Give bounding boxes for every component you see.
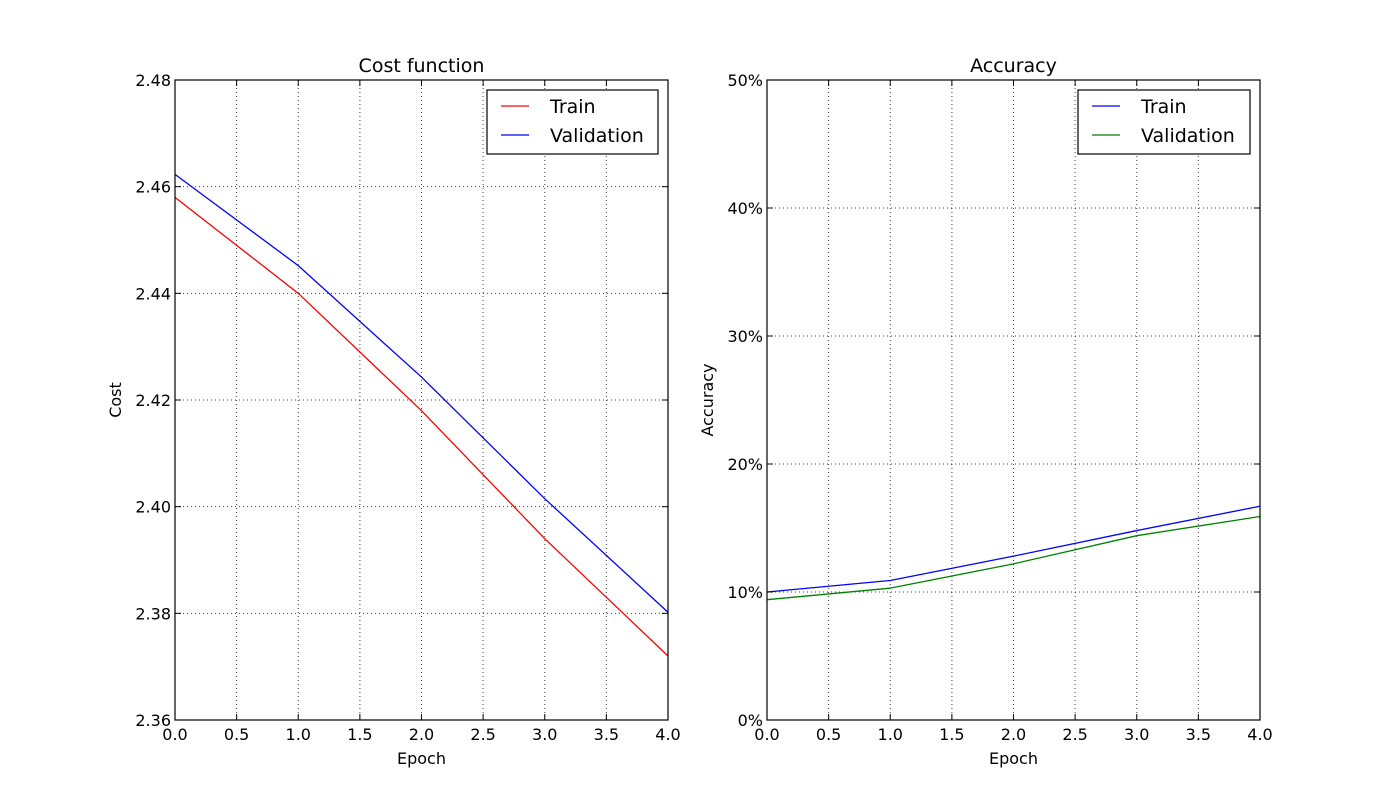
- accuracy-y-axis-label: Accuracy: [698, 363, 717, 436]
- accuracy-series-validation-line: [766, 515, 1261, 601]
- cost-x-tick-label: 2.0: [409, 725, 434, 744]
- accuracy-x-tick-label: 1.5: [939, 725, 964, 744]
- accuracy-x-axis-label: Epoch: [989, 749, 1038, 768]
- accuracy-y-tick-label: 40%: [727, 199, 763, 218]
- cost-y-tick-label: 2.42: [135, 391, 171, 410]
- accuracy-legend-label-validation: Validation: [1141, 125, 1235, 147]
- accuracy-x-tick-label: 1.0: [878, 725, 903, 744]
- cost-y-tick-label: 2.40: [135, 498, 171, 517]
- accuracy-x-tick-label: 3.5: [1186, 725, 1211, 744]
- accuracy-y-tick-label: 30%: [727, 327, 763, 346]
- cost-x-tick-label: 3.5: [594, 725, 619, 744]
- cost-y-tick-label: 2.46: [135, 178, 171, 197]
- cost-legend: Train Validation: [486, 89, 659, 155]
- accuracy-grid: [766, 79, 1261, 721]
- cost-series-validation-line: [174, 173, 669, 613]
- accuracy-y-tick-label: 0%: [738, 711, 763, 730]
- cost-y-tick-label: 2.38: [135, 604, 171, 623]
- cost-x-tick-label: 0.5: [224, 725, 249, 744]
- accuracy-x-tick-label: 2.5: [1062, 725, 1087, 744]
- cost-y-tick-label: 2.48: [135, 71, 171, 90]
- cost-x-tick-label: 4.0: [655, 725, 680, 744]
- cost-series-train-line: [174, 196, 669, 657]
- accuracy-series-train-line: [766, 505, 1261, 593]
- cost-x-tick-label: 2.5: [470, 725, 495, 744]
- cost-y-axis-label: Cost: [106, 382, 125, 418]
- cost-legend-label-train: Train: [549, 96, 596, 118]
- cost-series: [174, 173, 669, 657]
- accuracy-ticks: 0.0 0.5 1.0 1.5 2.0 2.5 3.0 3.5 4.0 0% 10% 20% 30% 40…: [727, 71, 1272, 744]
- cost-function-chart: 0.0 0.5 1.0 1.5 2.0 2.5 3.0 3.5 4.0 2.36 2.38 2.40 2…: [106, 55, 681, 768]
- cost-ticks: 0.0 0.5 1.0 1.5 2.0 2.5 3.0 3.5 4.0 2.36 2.38 2.40 2…: [135, 71, 680, 744]
- accuracy-x-tick-label: 2.0: [1001, 725, 1026, 744]
- accuracy-x-tick-label: 4.0: [1247, 725, 1272, 744]
- cost-x-tick-label: 3.0: [532, 725, 557, 744]
- accuracy-y-tick-label: 20%: [727, 455, 763, 474]
- accuracy-chart-title: Accuracy: [970, 55, 1057, 77]
- cost-grid: [174, 79, 669, 721]
- cost-chart-title: Cost function: [359, 55, 485, 77]
- accuracy-legend: Train Validation: [1077, 89, 1251, 155]
- accuracy-x-tick-label: 0.5: [816, 725, 841, 744]
- cost-y-tick-label: 2.44: [135, 284, 171, 303]
- accuracy-x-tick-label: 3.0: [1124, 725, 1149, 744]
- cost-x-tick-label: 1.5: [347, 725, 372, 744]
- cost-y-tick-label: 2.36: [135, 711, 171, 730]
- accuracy-legend-box: [1077, 89, 1251, 155]
- accuracy-chart: 0.0 0.5 1.0 1.5 2.0 2.5 3.0 3.5 4.0 0% 10% 20% 30% 40…: [698, 55, 1273, 768]
- accuracy-series: [766, 505, 1261, 601]
- cost-x-tick-label: 0.0: [162, 725, 187, 744]
- cost-x-axis-label: Epoch: [397, 749, 446, 768]
- accuracy-y-tick-label: 10%: [727, 583, 763, 602]
- cost-x-tick-label: 1.0: [286, 725, 311, 744]
- accuracy-y-tick-label: 50%: [727, 71, 763, 90]
- cost-legend-label-validation: Validation: [550, 125, 644, 147]
- cost-legend-box: [486, 89, 659, 155]
- accuracy-legend-label-train: Train: [1140, 96, 1187, 118]
- accuracy-x-tick-label: 0.0: [754, 725, 779, 744]
